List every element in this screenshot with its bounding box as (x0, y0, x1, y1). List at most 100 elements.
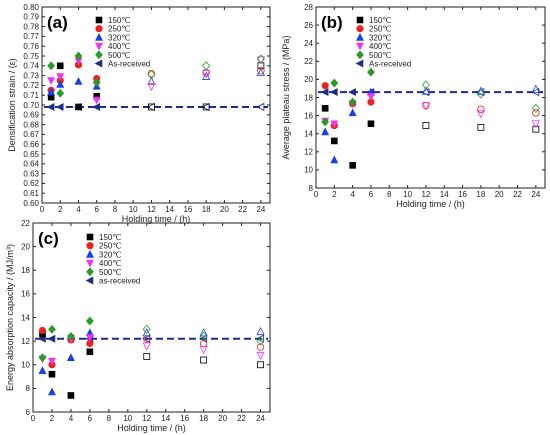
x-tick-label: 6 (88, 414, 93, 423)
x-tick-label: 10 (123, 414, 132, 423)
data-point (202, 61, 211, 71)
y-tick-label: 0.62 (23, 179, 39, 188)
data-point (38, 366, 47, 374)
y-tick-label: 16 (304, 111, 313, 120)
data-point (330, 78, 339, 88)
panel-label: (b) (321, 13, 343, 32)
data-point (47, 77, 56, 85)
x-tick-label: 22 (513, 190, 522, 199)
data-point (531, 120, 540, 129)
data-point (86, 348, 94, 356)
data-point (421, 102, 431, 111)
y-tick-label: 8 (309, 184, 314, 193)
data-point (85, 334, 94, 343)
data-point (74, 51, 83, 61)
data-point (48, 370, 56, 378)
y-tick-label: 26 (304, 21, 313, 30)
data-point (47, 61, 56, 71)
y-tick-label: 0.71 (23, 91, 39, 100)
legend-label: 250℃ (369, 25, 391, 34)
panel-label: (c) (38, 229, 59, 248)
x-tick-label: 14 (440, 190, 449, 199)
data-point (56, 62, 64, 70)
reference-point (256, 102, 265, 112)
data-point (142, 324, 151, 334)
y-axis-label: Densification strain / (ε) (7, 58, 17, 152)
legend-label: 320℃ (369, 33, 391, 42)
y-tick-label: 0.66 (23, 140, 39, 149)
data-point (74, 77, 83, 85)
chart-panel-1: 0 2 4 6 8 10 12 14 16 18 20 22 240.600.610.620.630.6… (7, 3, 271, 224)
data-point (330, 155, 339, 164)
y-tick-label: 20 (304, 75, 313, 84)
chart-panel-2: 0 2 4 6 8 10 12 14 16 18 20 22 248101214161820222426… (281, 3, 546, 209)
series-3 (321, 84, 540, 164)
legend-label: 400℃ (108, 42, 130, 51)
x-tick-label: 24 (531, 190, 540, 199)
y-tick-label: 22 (304, 57, 313, 66)
x-axis-label: Holding time / (h) (396, 199, 465, 209)
plot-frame (32, 222, 271, 413)
data-point (349, 162, 356, 169)
x-tick-label: 12 (147, 205, 156, 214)
y-tick-label: 28 (304, 3, 313, 12)
legend-marker (356, 32, 364, 41)
panel-label: (a) (47, 13, 68, 32)
data-point (422, 122, 430, 129)
y-tick-label: 0.77 (23, 32, 39, 41)
data-point (476, 110, 486, 119)
data-point (256, 54, 265, 64)
data-point (321, 117, 330, 127)
y-tick-label: 6 (26, 408, 31, 417)
x-tick-label: 4 (69, 414, 74, 423)
series-2 (38, 326, 265, 369)
reference-point (348, 88, 356, 97)
y-tick-label: 18 (304, 93, 313, 102)
data-point (147, 82, 156, 92)
x-tick-label: 4 (76, 205, 81, 214)
data-point (321, 105, 329, 112)
legend-label: 500℃ (369, 51, 391, 60)
data-point (321, 127, 330, 136)
legend-marker (86, 259, 94, 268)
data-point (147, 76, 156, 85)
y-tick-label: 0.72 (23, 81, 39, 90)
y-axis-label: Average plateau stress / (MPa) (281, 36, 291, 160)
data-point (147, 70, 156, 80)
x-tick-label: 20 (218, 414, 227, 423)
data-point (56, 79, 65, 88)
series-2 (47, 61, 265, 94)
legend-label: 500℃ (108, 51, 130, 60)
series-5 (47, 51, 265, 98)
y-tick-label: 0.61 (23, 189, 39, 198)
y-tick-label: 10 (304, 166, 313, 175)
data-point (199, 331, 208, 342)
data-point (330, 120, 339, 129)
data-point (531, 84, 540, 93)
data-point (366, 93, 375, 102)
data-point (48, 324, 56, 334)
data-point (67, 331, 75, 341)
reference-point (46, 102, 55, 111)
data-point (256, 327, 265, 336)
data-point (56, 88, 65, 98)
data-point (67, 392, 75, 399)
data-point (348, 97, 357, 107)
legend-label: as-received (99, 277, 140, 286)
x-tick-label: 20 (220, 205, 229, 214)
y-tick-label: 22 (21, 219, 30, 228)
x-tick-label: 16 (183, 205, 192, 214)
legend-marker (95, 32, 103, 41)
y-tick-label: 14 (304, 130, 313, 139)
data-point (257, 66, 265, 75)
data-point (367, 120, 375, 128)
data-point (38, 326, 47, 335)
x-tick-label: 12 (142, 414, 151, 423)
reference-point (329, 88, 338, 97)
x-tick-label: 8 (107, 414, 112, 423)
series-4 (321, 93, 540, 129)
x-axis-label: Holding time / (h) (117, 423, 186, 433)
data-point (142, 328, 151, 337)
legend-label: 320℃ (99, 250, 121, 259)
